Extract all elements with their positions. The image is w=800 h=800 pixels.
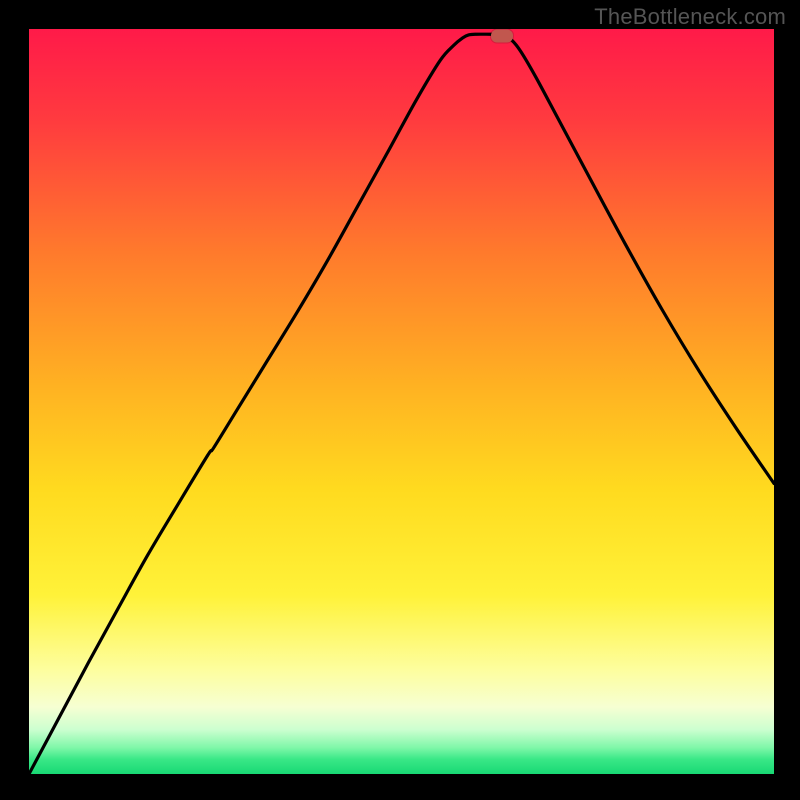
attribution-text: TheBottleneck.com	[594, 4, 786, 30]
optimum-marker	[491, 30, 513, 43]
bottleneck-curve	[29, 29, 774, 774]
curve-path	[29, 34, 774, 774]
chart-plot-area	[29, 29, 774, 774]
